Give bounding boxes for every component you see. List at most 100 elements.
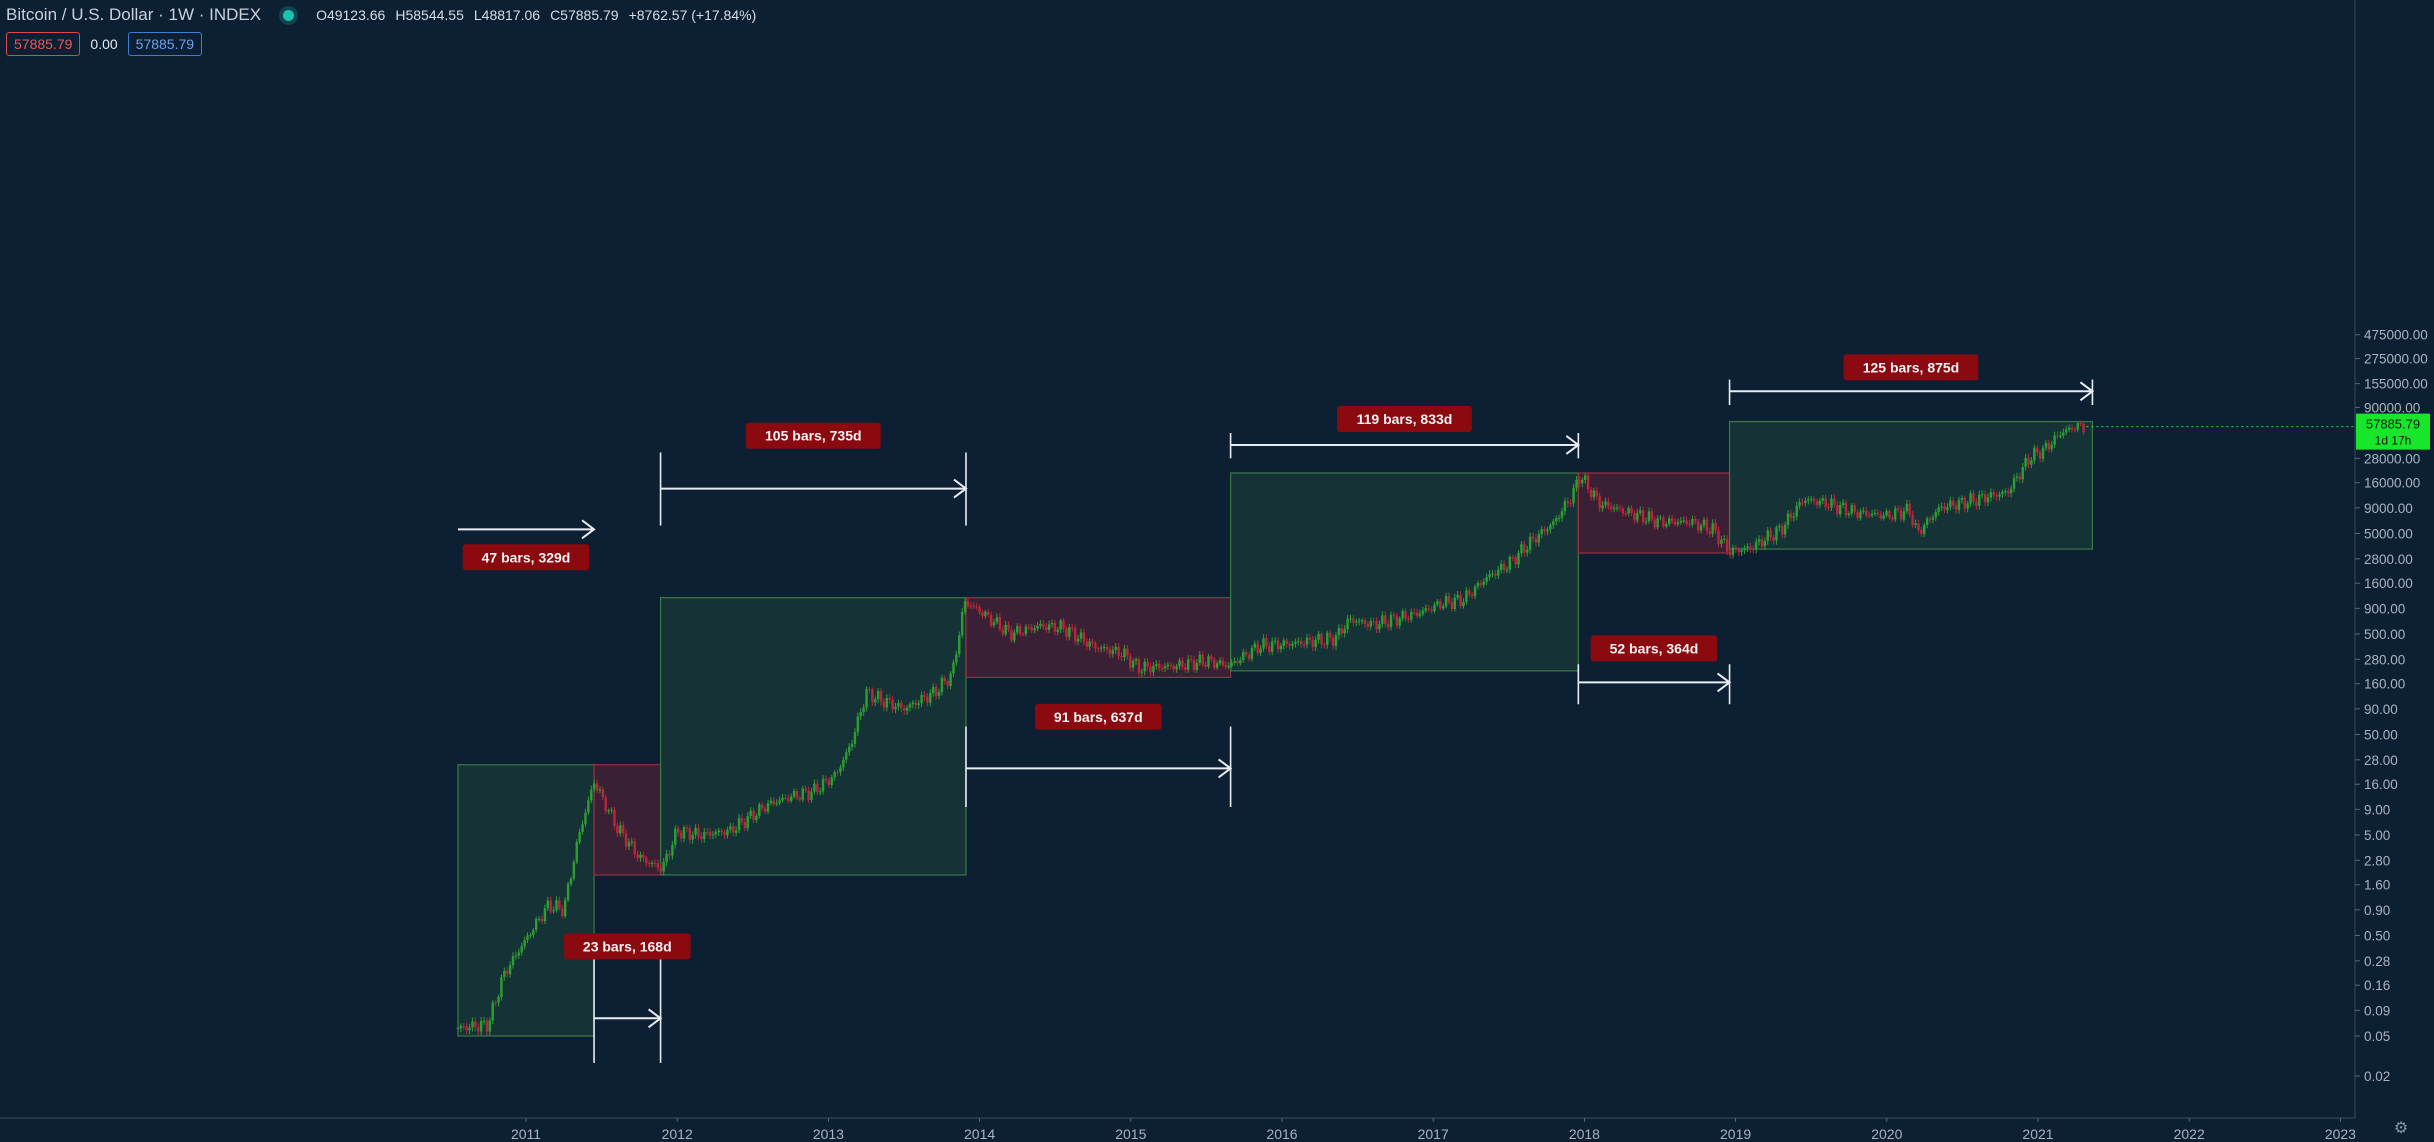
price-axis[interactable]: 475000.00 275000.00 155000.00 90000.00 28000… bbox=[2355, 328, 2428, 1084]
candle-body bbox=[1821, 498, 1824, 501]
chart-settings-gear-icon[interactable]: ⚙ bbox=[2393, 1120, 2409, 1137]
candle-body bbox=[1688, 523, 1691, 525]
candle-body bbox=[1766, 530, 1769, 541]
measure-arrow[interactable]: 119 bars, 833d bbox=[1229, 405, 1581, 459]
accumulation-range-box[interactable] bbox=[457, 764, 595, 1037]
candle-body bbox=[1786, 513, 1790, 525]
candle-body bbox=[2076, 423, 2079, 430]
spread-value: 0.00 bbox=[90, 36, 118, 52]
candle-body bbox=[1743, 547, 1746, 551]
candle-body bbox=[1215, 663, 1219, 668]
candle-body bbox=[1071, 627, 1074, 629]
symbol-title[interactable]: Bitcoin / U.S. Dollar · 1W · INDEX bbox=[6, 5, 262, 24]
price-tick-label: 2800.00 bbox=[2364, 552, 2413, 567]
time-axis[interactable]: 2011 2012 2013 2014 2015 2016 2017 2018 2019 2020… bbox=[511, 1118, 2356, 1142]
time-tick-label: 2013 bbox=[813, 1126, 844, 1142]
accumulation-range-box[interactable] bbox=[1229, 472, 1579, 672]
accumulation-range-box[interactable] bbox=[1728, 420, 2094, 550]
candle-body bbox=[813, 783, 816, 792]
candle-body bbox=[1331, 637, 1335, 646]
candle-body bbox=[981, 612, 984, 617]
candle-body bbox=[1082, 632, 1086, 642]
candle-body bbox=[526, 935, 529, 941]
candle-body bbox=[798, 797, 802, 800]
candle-body bbox=[1836, 504, 1839, 515]
candle-body bbox=[1772, 537, 1775, 541]
candle-body bbox=[1957, 499, 1961, 510]
candle-body bbox=[1850, 505, 1853, 514]
candle-body bbox=[590, 789, 593, 801]
measure-arrow[interactable]: 105 bars, 735d bbox=[659, 422, 968, 526]
price-tick-label: 16000.00 bbox=[2364, 476, 2420, 491]
sell-price-chip[interactable]: 57885.79 bbox=[6, 32, 81, 56]
candle-body bbox=[488, 1020, 492, 1032]
candle-body bbox=[711, 834, 715, 836]
candle-body bbox=[929, 693, 932, 703]
candle-body bbox=[1583, 475, 1587, 480]
accumulation-range-box[interactable] bbox=[659, 597, 967, 876]
candle-body bbox=[1375, 621, 1378, 630]
candle-body bbox=[688, 828, 691, 840]
candle-body bbox=[572, 861, 576, 879]
candle-body bbox=[1870, 514, 1874, 516]
candle-body bbox=[1534, 538, 1538, 543]
candle-body bbox=[1694, 518, 1697, 522]
measure-arrow[interactable]: 91 bars, 637d bbox=[965, 703, 1233, 807]
candle-body bbox=[995, 617, 999, 623]
candle-body bbox=[1166, 664, 1170, 667]
candle-body bbox=[1612, 508, 1616, 510]
candle-body bbox=[1914, 523, 1917, 526]
candle-body bbox=[1763, 540, 1767, 547]
correction-range-box[interactable] bbox=[593, 764, 662, 876]
candle-body bbox=[491, 1002, 494, 1021]
candle-body bbox=[558, 900, 561, 909]
price-tick-label: 1600.00 bbox=[2364, 576, 2413, 591]
measure-arrow[interactable]: 125 bars, 875d bbox=[1728, 354, 2095, 405]
candle-body bbox=[474, 1021, 477, 1028]
candle-body bbox=[691, 834, 694, 840]
candle-body bbox=[1978, 494, 1981, 506]
candle-body bbox=[845, 752, 848, 760]
measure-arrow[interactable]: 47 bars, 329d bbox=[457, 519, 596, 571]
candle-body bbox=[616, 826, 619, 834]
candle-body bbox=[903, 707, 906, 711]
candle-body bbox=[1285, 640, 1288, 644]
correction-range-box[interactable] bbox=[1577, 472, 1731, 554]
candle-body bbox=[1737, 549, 1740, 553]
candle-body bbox=[1670, 518, 1674, 522]
candle-body bbox=[1804, 500, 1807, 503]
candle-body bbox=[1566, 501, 1569, 504]
buy-price-chip[interactable]: 57885.79 bbox=[127, 32, 203, 56]
candle-body bbox=[532, 929, 535, 936]
price-tick-label: 0.05 bbox=[2364, 1029, 2390, 1044]
candle-body bbox=[2009, 488, 2013, 494]
candle-body bbox=[2001, 491, 2004, 494]
price-tick-label: 5.00 bbox=[2364, 828, 2390, 843]
candle-body bbox=[1986, 497, 1990, 503]
candle-body bbox=[630, 841, 634, 843]
current-price-tag[interactable]: 57885.79 1d 17h bbox=[2356, 413, 2430, 450]
candle-body bbox=[1867, 515, 1871, 517]
measure-arrow[interactable]: 52 bars, 364d bbox=[1577, 635, 1732, 705]
measure-label-box bbox=[564, 933, 691, 960]
candle-body bbox=[1757, 539, 1761, 542]
candle-body bbox=[949, 673, 952, 686]
candle-body bbox=[1708, 531, 1711, 534]
candle-body bbox=[821, 778, 825, 792]
candle-body bbox=[1418, 613, 1422, 616]
candle-body bbox=[1134, 659, 1138, 661]
candle-body bbox=[549, 900, 552, 912]
measure-arrow[interactable]: 23 bars, 168d bbox=[564, 933, 691, 1063]
price-tick-label: 0.90 bbox=[2364, 903, 2390, 918]
candle-body bbox=[624, 833, 628, 847]
candle-body bbox=[1479, 583, 1483, 585]
candle-body bbox=[1795, 505, 1798, 517]
candle-body bbox=[926, 696, 929, 703]
candle-body bbox=[1572, 487, 1575, 504]
candle-body bbox=[1105, 646, 1109, 650]
candle-body bbox=[1508, 556, 1512, 570]
candle-body bbox=[1618, 507, 1622, 509]
correction-range-box[interactable] bbox=[965, 597, 1232, 679]
candle-body bbox=[584, 812, 587, 825]
